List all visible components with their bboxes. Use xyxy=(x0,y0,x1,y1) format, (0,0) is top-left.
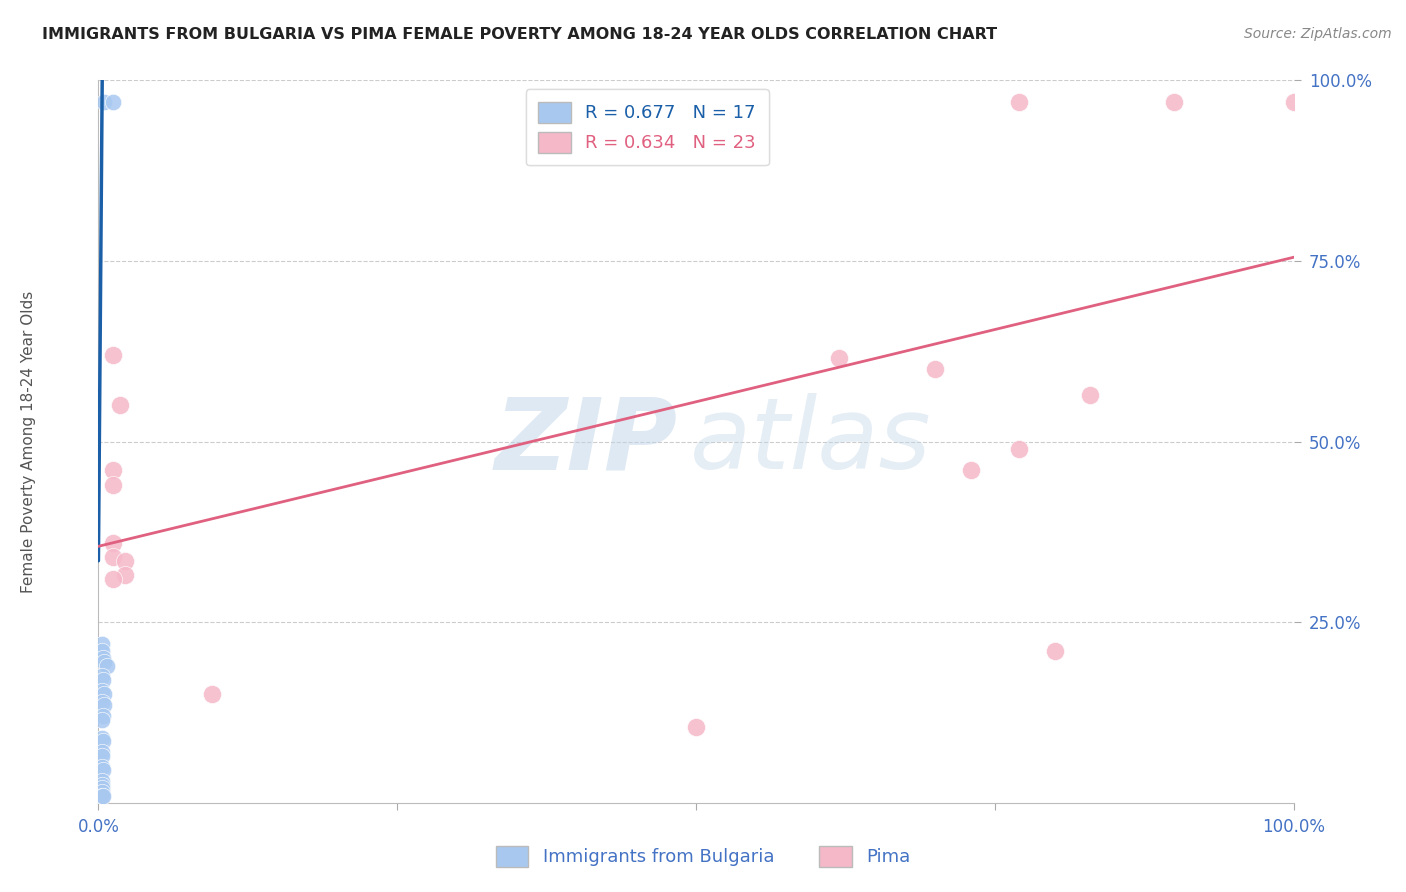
Point xyxy=(1008,95,1031,109)
Point xyxy=(93,687,115,701)
Point xyxy=(91,745,114,759)
Point xyxy=(93,655,115,669)
Point xyxy=(101,348,124,362)
Point xyxy=(91,774,114,789)
Point xyxy=(91,644,114,658)
Point xyxy=(91,651,114,665)
Point xyxy=(101,478,124,492)
Point xyxy=(1163,95,1185,109)
Point xyxy=(1008,442,1031,456)
Point xyxy=(685,720,707,734)
Point xyxy=(828,351,851,366)
Point xyxy=(91,734,114,748)
Point xyxy=(101,95,124,109)
Point xyxy=(93,95,115,109)
Point xyxy=(91,637,114,651)
Point xyxy=(114,568,136,582)
Point xyxy=(108,398,131,412)
Point xyxy=(101,572,124,586)
Point xyxy=(91,669,114,683)
Point xyxy=(91,709,114,723)
Point xyxy=(101,535,124,549)
Point xyxy=(101,550,124,565)
Point xyxy=(91,748,114,763)
Text: Source: ZipAtlas.com: Source: ZipAtlas.com xyxy=(1244,27,1392,41)
Legend: Immigrants from Bulgaria, Pima: Immigrants from Bulgaria, Pima xyxy=(488,838,918,874)
Point xyxy=(91,785,114,799)
Point xyxy=(93,698,115,713)
Point xyxy=(91,731,114,745)
Point xyxy=(960,463,983,477)
Point xyxy=(91,683,114,698)
Point xyxy=(91,695,114,709)
Point xyxy=(1282,95,1305,109)
Point xyxy=(201,687,224,701)
Point xyxy=(541,95,564,109)
Point xyxy=(91,789,114,803)
Point xyxy=(924,362,946,376)
Point xyxy=(91,778,114,792)
Text: IMMIGRANTS FROM BULGARIA VS PIMA FEMALE POVERTY AMONG 18-24 YEAR OLDS CORRELATIO: IMMIGRANTS FROM BULGARIA VS PIMA FEMALE … xyxy=(42,27,997,42)
Point xyxy=(1043,644,1066,658)
Point xyxy=(91,789,114,803)
Point xyxy=(91,760,114,774)
Text: atlas: atlas xyxy=(690,393,932,490)
Point xyxy=(91,673,114,687)
Point xyxy=(101,463,124,477)
Point xyxy=(91,781,114,796)
Text: ZIP: ZIP xyxy=(495,393,678,490)
Y-axis label: Female Poverty Among 18-24 Year Olds: Female Poverty Among 18-24 Year Olds xyxy=(21,291,37,592)
Point xyxy=(1080,387,1102,401)
Point xyxy=(96,658,118,673)
Point xyxy=(114,554,136,568)
Point xyxy=(91,713,114,727)
Point xyxy=(91,764,114,778)
Legend: R = 0.677   N = 17, R = 0.634   N = 23: R = 0.677 N = 17, R = 0.634 N = 23 xyxy=(526,89,769,165)
